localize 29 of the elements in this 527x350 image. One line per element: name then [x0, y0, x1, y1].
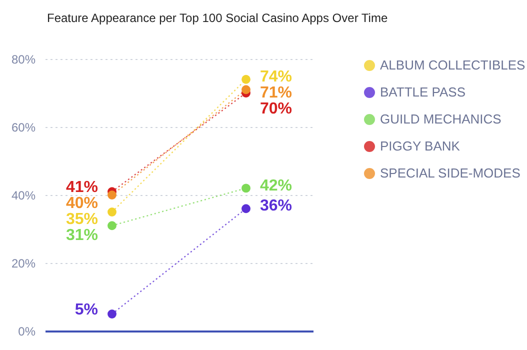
- point: [108, 221, 116, 230]
- y-tick-label: 80%: [11, 52, 36, 66]
- chart-title: Feature Appearance per Top 100 Social Casino Apps Over Time: [47, 11, 388, 25]
- point: [242, 184, 250, 193]
- point: [242, 74, 250, 84]
- y-tick-label: 40%: [11, 188, 36, 202]
- data-label: 74%: [260, 68, 292, 86]
- legend-label: GUILD MECHANICS: [380, 112, 502, 126]
- point: [242, 85, 250, 94]
- point: [108, 190, 116, 200]
- point: [242, 204, 250, 214]
- legend-label: ALBUM COLLECTIBLES: [380, 58, 526, 72]
- data-label: 41%: [66, 179, 98, 196]
- data-label: 70%: [260, 100, 292, 118]
- legend-label: BATTLE PASS: [380, 84, 466, 100]
- data-label: 36%: [260, 198, 292, 215]
- data-label: 31%: [66, 227, 98, 244]
- point: [108, 208, 116, 216]
- data-label: 40%: [66, 195, 98, 212]
- legend-label: SPECIAL SIDE-MODES: [380, 166, 521, 180]
- y-tick-label: 0%: [18, 324, 36, 338]
- point: [108, 310, 116, 318]
- legend-label: PIGGY BANK: [380, 138, 460, 154]
- data-label: 5%: [74, 301, 98, 318]
- y-tick-label: 20%: [11, 256, 36, 270]
- data-label: 42%: [260, 177, 292, 194]
- data-label: 35%: [66, 211, 98, 228]
- y-tick-label: 60%: [11, 120, 36, 134]
- data-label: 71%: [260, 84, 292, 102]
